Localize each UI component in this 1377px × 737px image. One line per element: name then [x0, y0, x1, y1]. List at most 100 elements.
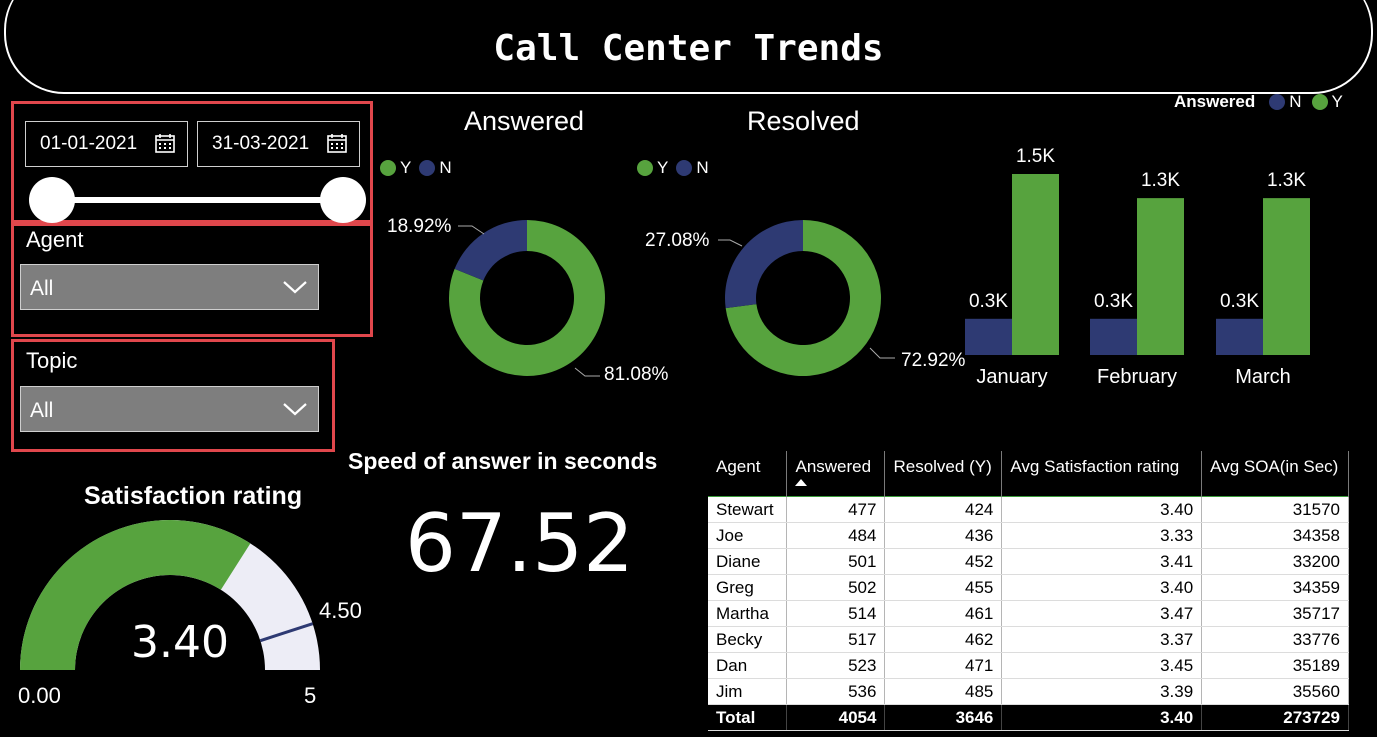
table-row[interactable]: Joe 484 436 3.33 34358: [708, 522, 1349, 549]
table-cell: 3646: [884, 704, 1003, 731]
legend-label-n: N: [439, 158, 452, 177]
legend-dot-y: [380, 160, 396, 176]
bar-data-label: 1.3K: [1141, 170, 1180, 191]
calendar-icon[interactable]: [327, 133, 347, 153]
table-cell: 3.40: [1001, 496, 1203, 523]
table-cell: 35189: [1201, 652, 1349, 679]
topic-dropdown-value: All: [30, 399, 54, 422]
bar-y-march[interactable]: [1263, 198, 1310, 355]
table-cell: Becky: [708, 626, 788, 653]
table-cell: 514: [786, 600, 886, 627]
answered-n-pct: 18.92%: [387, 216, 452, 237]
x-axis-category-label: January: [976, 366, 1047, 388]
bar-data-label: 0.3K: [1094, 291, 1133, 312]
resolved-y-pct: 72.92%: [901, 350, 966, 371]
agent-dropdown-value: All: [30, 277, 54, 300]
table-cell: 3.47: [1001, 600, 1203, 627]
bar-n-march[interactable]: [1216, 318, 1263, 355]
table-row[interactable]: Greg 502 455 3.40 34359: [708, 574, 1349, 601]
donut-slice-y[interactable]: [725, 220, 881, 376]
table-cell: 3.41: [1001, 548, 1203, 575]
answered-donut-legend: Y N: [380, 158, 452, 178]
legend-label-y: Y: [1331, 92, 1343, 111]
speed-value: 67.52: [405, 497, 635, 590]
table-cell: 35717: [1201, 600, 1349, 627]
satisfaction-value: 3.40: [131, 617, 229, 668]
table-cell: Diane: [708, 548, 788, 575]
table-cell: 484: [786, 522, 886, 549]
col-header-resolved[interactable]: Resolved (Y): [884, 451, 1003, 497]
table-cell: Martha: [708, 600, 788, 627]
table-cell: Greg: [708, 574, 788, 601]
legend-label-y: Y: [657, 158, 669, 177]
bar-data-label: 1.5K: [1016, 146, 1055, 167]
end-date-value: 31-03-2021: [212, 133, 310, 154]
table-row[interactable]: Diane 501 452 3.41 33200: [708, 548, 1349, 575]
table-cell: 517: [786, 626, 886, 653]
satisfaction-gauge: [20, 520, 320, 670]
table-cell: 4054: [786, 704, 886, 731]
bar-data-label: 1.3K: [1267, 170, 1306, 191]
date-range-end-handle[interactable]: [320, 177, 366, 223]
donut-slice-n[interactable]: [454, 220, 527, 281]
col-header-avg-soa[interactable]: Avg SOA(in Sec): [1201, 451, 1349, 497]
table-cell: 3.33: [1001, 522, 1203, 549]
calendar-icon[interactable]: [155, 133, 175, 153]
table-cell: Stewart: [708, 496, 788, 523]
legend-label-y: Y: [400, 158, 412, 177]
table-cell: 424: [884, 496, 1003, 523]
bar-y-january[interactable]: [1012, 174, 1059, 355]
start-date-input[interactable]: 01-01-2021: [25, 121, 188, 167]
table-total-row[interactable]: Total 4054 3646 3.40 273729: [708, 704, 1349, 731]
table-row[interactable]: Stewart 477 424 3.40 31570: [708, 496, 1349, 523]
table-cell: 485: [884, 678, 1003, 705]
table-cell: 31570: [1201, 496, 1349, 523]
legend-label-n: N: [1289, 92, 1302, 111]
donut-slice-n[interactable]: [725, 220, 803, 309]
topic-dropdown[interactable]: All: [20, 386, 319, 432]
col-header-avg-satisfaction[interactable]: Avg Satisfaction rating: [1001, 451, 1203, 497]
agent-dropdown[interactable]: All: [20, 264, 319, 310]
table-cell: Jim: [708, 678, 788, 705]
table-cell: 273729: [1201, 704, 1349, 731]
date-slicer: [11, 101, 373, 223]
table-row[interactable]: Becky 517 462 3.37 33776: [708, 626, 1349, 653]
end-date-input[interactable]: 31-03-2021: [197, 121, 360, 167]
topic-slicer-label: Topic: [26, 348, 78, 373]
table-row[interactable]: Jim 536 485 3.39 35560: [708, 678, 1349, 705]
col-header-answered[interactable]: Answered: [786, 451, 886, 497]
bar-n-january[interactable]: [965, 318, 1012, 355]
table-cell: 436: [884, 522, 1003, 549]
gauge-target-marker: [259, 622, 314, 643]
col-header-agent[interactable]: Agent: [708, 451, 788, 497]
table-cell: 34358: [1201, 522, 1349, 549]
table-row[interactable]: Martha 514 461 3.47 35717: [708, 600, 1349, 627]
bar-n-february[interactable]: [1090, 318, 1137, 355]
gauge-min-label: 0.00: [18, 683, 61, 708]
resolved-donut-title: Resolved: [747, 106, 860, 136]
table-cell: 462: [884, 626, 1003, 653]
dashboard-title: Call Center Trends: [493, 28, 884, 69]
table-cell: Total: [708, 704, 788, 731]
bar-y-february[interactable]: [1137, 198, 1184, 355]
table-cell: 536: [786, 678, 886, 705]
resolved-donut-legend: Y N: [637, 158, 709, 178]
date-range-start-handle[interactable]: [29, 177, 75, 223]
resolved-n-pct: 27.08%: [645, 230, 710, 251]
date-range-track[interactable]: [52, 197, 343, 203]
chevron-down-icon: [283, 281, 307, 294]
table-cell: 3.39: [1001, 678, 1203, 705]
bar-data-label: 0.3K: [1220, 291, 1259, 312]
agent-slicer: [11, 223, 373, 337]
chevron-down-icon: [283, 403, 307, 416]
resolved-donut-chart: [725, 220, 881, 376]
donut-slice-y[interactable]: [449, 220, 605, 376]
monthly-chart-legend: Answered N Y: [1174, 92, 1343, 112]
sort-ascending-icon: [795, 479, 808, 486]
speed-title: Speed of answer in seconds: [348, 448, 658, 474]
table-row[interactable]: Dan 523 471 3.45 35189: [708, 652, 1349, 679]
table-cell: Dan: [708, 652, 788, 679]
gauge-value-arc: [20, 520, 251, 670]
table-cell: 3.45: [1001, 652, 1203, 679]
answered-y-pct: 81.08%: [604, 364, 669, 385]
